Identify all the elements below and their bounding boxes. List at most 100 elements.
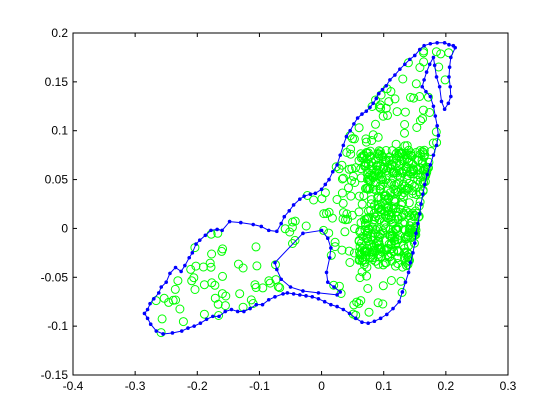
scatter-point xyxy=(393,253,403,263)
boundary-vertex xyxy=(435,40,439,45)
boundary-vertex xyxy=(266,228,271,233)
scatter-point xyxy=(290,235,300,245)
boundary-vertex xyxy=(416,221,420,226)
boundary-vertex xyxy=(378,316,383,321)
scatter-point xyxy=(374,166,384,175)
plot-area-box xyxy=(72,32,509,376)
boundary-vertex xyxy=(190,251,195,255)
scatter-point xyxy=(251,283,261,292)
scatter-point xyxy=(346,149,356,159)
scatter-point xyxy=(393,225,403,235)
boundary-vertex xyxy=(447,75,451,79)
scatter-point xyxy=(189,273,199,283)
scatter-point xyxy=(389,180,399,190)
boundary-vertex xyxy=(406,270,411,275)
scatter-point xyxy=(411,79,421,89)
scatter-point xyxy=(374,215,384,225)
scatter-point xyxy=(391,203,401,213)
scatter-point xyxy=(394,178,404,188)
boundary-vertex xyxy=(329,302,333,307)
boundary-vertex xyxy=(238,220,243,225)
scatter-point xyxy=(363,234,373,244)
boundary-vertex xyxy=(251,222,256,227)
boundary-vertex xyxy=(288,285,293,289)
scatter-point xyxy=(288,239,297,248)
boundary-vertex xyxy=(428,94,433,99)
scatter-point xyxy=(371,256,380,266)
boundary-vertex xyxy=(419,202,423,206)
boundary-vertex xyxy=(434,75,439,79)
scatter-point xyxy=(210,280,220,290)
scatter-point xyxy=(190,285,200,294)
scatter-point xyxy=(363,228,373,238)
scatter-point xyxy=(251,242,261,252)
y-tick-label: -0.05 xyxy=(41,270,69,284)
boundary-vertex xyxy=(332,285,336,289)
boundary-vertex xyxy=(436,133,441,138)
scatter-point xyxy=(363,284,373,293)
scatter-point xyxy=(431,47,441,57)
boundary-vertex xyxy=(179,329,184,333)
boundary-vertex xyxy=(229,307,234,312)
boundary-vertex xyxy=(279,277,283,282)
boundary-vertex xyxy=(380,87,385,92)
scatter-point xyxy=(431,127,441,137)
boundary-vertex xyxy=(319,187,324,192)
scatter-point xyxy=(423,92,433,102)
scatter-point xyxy=(338,198,348,208)
scatter-point xyxy=(342,209,352,219)
scatter-point xyxy=(374,151,384,161)
boundary-vertex xyxy=(301,231,305,236)
boundary-vertex xyxy=(170,331,175,335)
scatter-point xyxy=(354,255,364,265)
boundary-vertex xyxy=(403,62,407,67)
scatter-point xyxy=(411,190,421,199)
scatter-point xyxy=(387,146,397,156)
boundary-vertex xyxy=(325,280,330,284)
boundary-vertex xyxy=(298,293,302,297)
scatter-point xyxy=(355,250,365,260)
scatter-point xyxy=(317,194,327,204)
boundary-vertex xyxy=(348,128,352,133)
boundary-vertex xyxy=(198,321,203,326)
boundary-vertex xyxy=(148,301,152,306)
boundary-vertex xyxy=(431,55,436,60)
boundary-vertex xyxy=(434,143,439,148)
boundary-vertex xyxy=(366,321,370,326)
boundary-vertex xyxy=(324,270,329,275)
boundary-vertex xyxy=(142,311,147,316)
boundary-vertex xyxy=(291,203,296,207)
axes-layer xyxy=(72,32,509,376)
scatter-point xyxy=(396,148,406,158)
scatter-point xyxy=(175,304,185,314)
boundary-vertex xyxy=(388,78,392,82)
boundary-vertex xyxy=(335,293,339,297)
scatter-point xyxy=(356,173,366,183)
scatter-point xyxy=(361,214,371,224)
y-tick-label: 0.15 xyxy=(45,75,69,89)
y-tick-label: -0.15 xyxy=(41,368,69,382)
boundary-vertex xyxy=(448,84,453,89)
scatter-point xyxy=(343,214,353,224)
boundary-vertex xyxy=(159,285,164,289)
boundary-vertex xyxy=(187,255,192,260)
scatter-point xyxy=(362,262,372,272)
scatter-point xyxy=(406,148,416,158)
scatter-point xyxy=(301,221,311,231)
scatter-point xyxy=(368,171,378,181)
scatter-point xyxy=(419,165,429,174)
scatter-point xyxy=(349,248,359,258)
scatter-point xyxy=(218,244,228,254)
scatter-point xyxy=(159,293,169,303)
boundary-vertex xyxy=(424,89,428,94)
scatter-point xyxy=(364,307,374,317)
x-tick-label: -0.1 xyxy=(249,379,270,393)
scatter-point xyxy=(187,276,197,286)
scatter-point xyxy=(400,128,409,138)
boundary-vertex xyxy=(330,169,335,174)
scatter-point xyxy=(399,192,408,202)
scatter-point xyxy=(375,147,385,157)
scatter-point xyxy=(402,233,412,243)
boundary-vertex xyxy=(194,242,198,246)
scatter-point xyxy=(415,92,425,101)
